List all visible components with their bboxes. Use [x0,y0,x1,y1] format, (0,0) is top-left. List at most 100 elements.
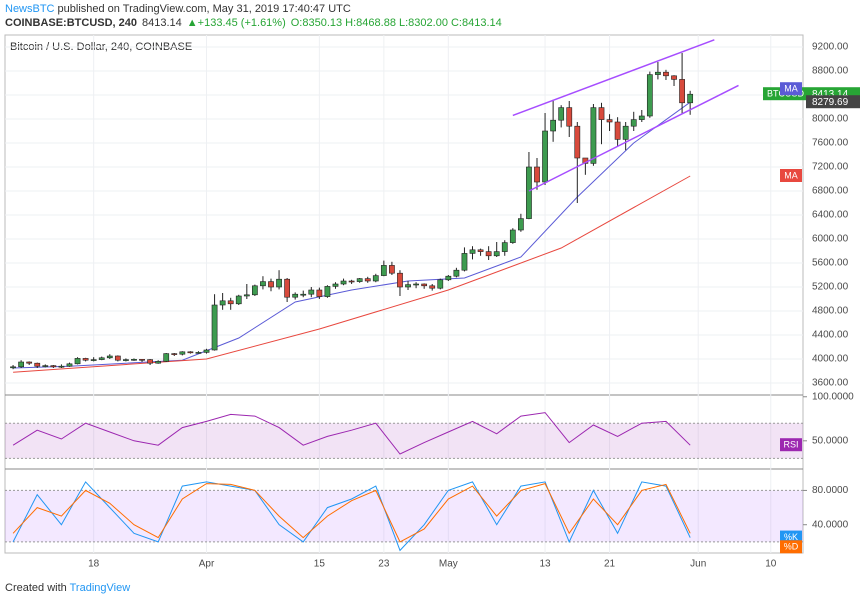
candle-body [493,251,500,257]
candle-body [509,229,516,243]
author[interactable]: NewsBTC [5,3,55,15]
candle-body [526,166,532,219]
x-tick-label: Jun [690,559,706,570]
y-tick-label: 5600.00 [812,258,849,269]
x-tick-label: Apr [199,559,215,570]
footer: Created with TradingView [5,582,130,594]
series-name: RSI [783,440,798,450]
candle-body [227,300,234,305]
candle-body [429,285,436,289]
candle-body [219,300,226,306]
candle-body [139,358,145,361]
change: ▲+133.45 (+1.61%) [186,17,286,29]
candle-body [421,283,428,287]
candle-body [614,121,621,140]
candle-body [284,278,291,298]
created-with: Created with [5,582,67,594]
candle-body [34,362,41,367]
band [5,423,803,459]
series-name-box [780,540,802,554]
candle-body [203,349,210,353]
candle-body [679,79,685,104]
candle-body [235,295,242,305]
price-label-value: 8413.14 [812,89,849,100]
candle-body [251,285,258,296]
x-tick-label: 13 [539,559,551,570]
ma-value-box [806,95,860,109]
candle-body [292,293,299,298]
candle-body [372,275,379,282]
candle-body [687,93,694,104]
header-line: NewsBTC published on TradingView.com, May… [5,3,356,15]
y-tick-label: 40.0000 [812,519,849,530]
line [13,175,691,373]
y-tick-label: 100.0000 [812,391,854,402]
candle-body [155,361,162,364]
ma-fast-name: MA [784,84,798,94]
y-tick-label: 3600.00 [812,378,849,389]
y-tick-label: 7200.00 [812,162,849,173]
candle-body [534,166,540,183]
candle-body [574,125,581,159]
y-tick-label: 8800.00 [812,66,849,77]
candle-body [147,359,153,364]
series-name: %D [784,542,799,552]
candle-body [437,279,444,289]
candle-body [655,71,661,75]
candle-body [26,361,33,364]
y-tick-label: 5200.00 [812,282,849,293]
y-tick-label: 9200.00 [812,42,849,53]
candle-body [630,119,637,127]
y-tick-label: 6000.00 [812,234,849,245]
candle-body [123,359,129,361]
candle-body [300,293,307,296]
candle-body [332,283,339,287]
candle-body [461,253,468,271]
candle-body [646,74,653,117]
candle-body [590,107,597,164]
brand[interactable]: TradingView [69,582,131,594]
candle-body [622,125,629,140]
y-tick-label: 80.0000 [812,485,849,496]
ma-fast-name-box [780,82,802,96]
y-tick-label: 50.0000 [812,435,849,446]
candle-body [10,366,16,369]
candle-body [179,351,186,355]
candle-body [211,304,218,351]
candle-body [260,281,266,287]
candle-body [485,251,492,257]
y-tick-label: 6800.00 [812,186,849,197]
trendline [528,84,739,192]
y-tick-label: 4400.00 [812,330,849,341]
x-tick-label: 21 [604,559,616,570]
symbol: COINBASE:BTCUSD, 240 [5,17,138,29]
candle-body [276,278,282,288]
candle-body [98,357,105,360]
candle-body [66,363,73,367]
y-tick-label: 7600.00 [812,138,849,149]
trendline [512,39,715,117]
series-name: %K [784,532,798,542]
candle-body [171,353,178,355]
y-tick-label: 8000.00 [812,114,849,125]
x-tick-label: May [439,559,458,570]
line [12,483,691,543]
candle-body [380,265,387,276]
y-tick-label: 6400.00 [812,210,849,221]
x-tick-label: 23 [378,559,390,570]
candle-body [638,115,645,120]
candle-body [324,286,331,297]
candle-body [453,269,460,277]
candle-body [58,365,65,368]
candle-body [340,280,347,285]
candle-body [477,249,484,252]
band [5,490,803,542]
ohlc: O:8350.13 H:8468.88 L:8302.00 C:8413.14 [290,17,502,29]
candle-body [663,71,669,77]
plot-frame [4,34,804,554]
candle-body [558,107,565,121]
candle-body [348,280,355,283]
candle-body [18,361,25,368]
